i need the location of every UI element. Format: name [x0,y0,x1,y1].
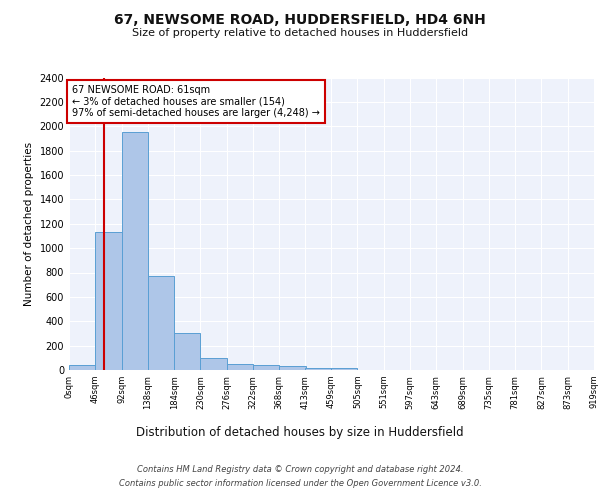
Bar [122,132,148,370]
Bar [253,365,279,370]
Y-axis label: Number of detached properties: Number of detached properties [24,142,34,306]
Text: 67, NEWSOME ROAD, HUDDERSFIELD, HD4 6NH: 67, NEWSOME ROAD, HUDDERSFIELD, HD4 6NH [114,12,486,26]
Bar [148,276,174,370]
Bar [279,366,305,370]
Bar [174,334,200,370]
Bar [200,358,227,370]
Text: Distribution of detached houses by size in Huddersfield: Distribution of detached houses by size … [136,426,464,439]
Text: 67 NEWSOME ROAD: 61sqm
← 3% of detached houses are smaller (154)
97% of semi-det: 67 NEWSOME ROAD: 61sqm ← 3% of detached … [72,85,320,118]
Bar [69,365,95,370]
Text: Size of property relative to detached houses in Huddersfield: Size of property relative to detached ho… [132,28,468,38]
Bar [95,232,122,370]
Bar [227,364,253,370]
Text: Contains public sector information licensed under the Open Government Licence v3: Contains public sector information licen… [119,480,481,488]
Bar [305,368,331,370]
Bar [331,368,358,370]
Text: Contains HM Land Registry data © Crown copyright and database right 2024.: Contains HM Land Registry data © Crown c… [137,464,463,473]
